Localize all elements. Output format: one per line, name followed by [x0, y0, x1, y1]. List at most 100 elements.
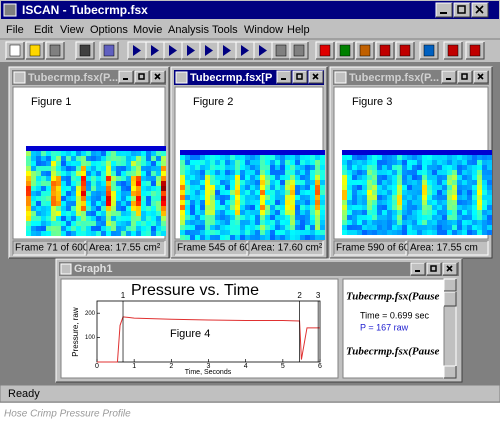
heatmap-cell — [91, 201, 96, 206]
heatmap-cell — [482, 225, 487, 230]
heatmap-cell — [462, 210, 467, 215]
menu-item[interactable]: Window — [244, 24, 283, 36]
heatmap-cell — [106, 231, 111, 236]
heatmap-cell — [235, 150, 240, 155]
window-min-button[interactable] — [441, 70, 457, 84]
window-max-button[interactable] — [292, 70, 308, 84]
heatmap-cell — [116, 181, 121, 186]
menu-item[interactable]: Options — [90, 24, 128, 36]
heatmap-cell — [151, 206, 156, 211]
heatmap-cell — [342, 230, 347, 235]
heatmap-cell — [121, 196, 126, 201]
heatmap-cell — [91, 181, 96, 186]
menu-item[interactable]: View — [60, 24, 84, 36]
heatmap-cell — [161, 186, 166, 191]
window-min-button[interactable] — [276, 70, 292, 84]
heatmap-cell — [397, 150, 402, 155]
window-max-button[interactable] — [134, 70, 150, 84]
scroll-down[interactable] — [443, 365, 457, 379]
heatmap-cell — [285, 190, 290, 195]
heatmap-cell — [235, 190, 240, 195]
menu-item[interactable]: Edit — [34, 24, 53, 36]
menu-item[interactable]: File — [6, 24, 24, 36]
heatmap-cell — [146, 201, 151, 206]
heatmap-cell — [275, 190, 280, 195]
heatmap-cell — [280, 215, 285, 220]
heatmap-cell — [41, 161, 46, 166]
heatmap-cell — [161, 221, 166, 226]
heatmap-cell — [357, 155, 362, 160]
menu-item[interactable]: Tools — [212, 24, 238, 36]
heatmap-cell — [275, 150, 280, 155]
heatmap-cell — [295, 195, 300, 200]
heatmap-cell — [477, 185, 482, 190]
menu-item[interactable]: Movie — [133, 24, 162, 36]
heatmap-cell — [305, 200, 310, 205]
heatmap-cell — [377, 170, 382, 175]
window-min-button-shadow — [436, 3, 453, 18]
heatmap-cell — [151, 231, 156, 236]
heatmap-cell — [210, 165, 215, 170]
window-max-button[interactable] — [426, 262, 442, 276]
heatmap-cell — [392, 200, 397, 205]
heatmap-cell — [121, 156, 126, 161]
heatmap-cell — [320, 220, 325, 225]
heatmap-cell — [280, 210, 285, 215]
heatmap-cell — [310, 225, 315, 230]
heatmap-cell — [477, 155, 482, 160]
window-min-button[interactable] — [118, 70, 134, 84]
heatmap-cell — [225, 165, 230, 170]
heatmap-cell — [200, 170, 205, 175]
window-close-button-shadow — [443, 263, 458, 276]
heatmap-cell — [285, 195, 290, 200]
window-min-button[interactable] — [410, 262, 426, 276]
heatmap-cell — [377, 185, 382, 190]
heatmap-cell — [245, 170, 250, 175]
heatmap-cell — [156, 176, 161, 181]
heatmap-cell — [437, 230, 442, 235]
heatmap-cell — [126, 211, 131, 216]
heatmap-cell — [452, 175, 457, 180]
heatmap-cell — [270, 210, 275, 215]
heatmap-cell — [402, 155, 407, 160]
heatmap-cell — [270, 195, 275, 200]
area-text: Area: 17.55 cm² — [89, 243, 161, 254]
toolbar-button-shadow — [466, 42, 485, 60]
heatmap-cell — [146, 211, 151, 216]
heatmap-cell — [96, 191, 101, 196]
heatmap-cell — [290, 220, 295, 225]
heatmap-cell — [210, 190, 215, 195]
window-max-button[interactable] — [457, 70, 473, 84]
heatmap-cell — [482, 165, 487, 170]
heatmap-cell — [185, 230, 190, 235]
heatmap-cell — [151, 166, 156, 171]
heatmap-cell — [230, 165, 235, 170]
heatmap-cell — [86, 211, 91, 216]
heatmap-cell — [86, 206, 91, 211]
heatmap-cell — [352, 180, 357, 185]
heatmap-cell — [250, 195, 255, 200]
window-max-button[interactable] — [453, 2, 471, 18]
scroll-up[interactable] — [443, 278, 457, 292]
heatmap-cell — [86, 186, 91, 191]
toolbar-button-shadow — [76, 42, 95, 60]
heatmap-cell — [76, 181, 81, 186]
heatmap-cell — [295, 190, 300, 195]
heatmap-cell — [126, 146, 131, 151]
heatmap-cell — [245, 175, 250, 180]
heatmap-cell — [457, 160, 462, 165]
heatmap-cell — [66, 231, 71, 236]
heatmap-cell — [472, 230, 477, 235]
heatmap-cell — [447, 150, 452, 155]
window-min-button[interactable] — [435, 2, 453, 18]
y-tick-label: 200 — [85, 311, 96, 317]
menu-item[interactable]: Analysis — [168, 24, 209, 36]
menu-item[interactable]: Help — [287, 24, 310, 36]
toolbar-glyph — [103, 44, 115, 57]
scroll-thumb[interactable] — [443, 291, 457, 307]
heatmap-cell — [111, 171, 116, 176]
heatmap-cell — [245, 210, 250, 215]
heatmap-cell — [417, 215, 422, 220]
heatmap-cell — [255, 180, 260, 185]
heatmap-cell — [255, 185, 260, 190]
